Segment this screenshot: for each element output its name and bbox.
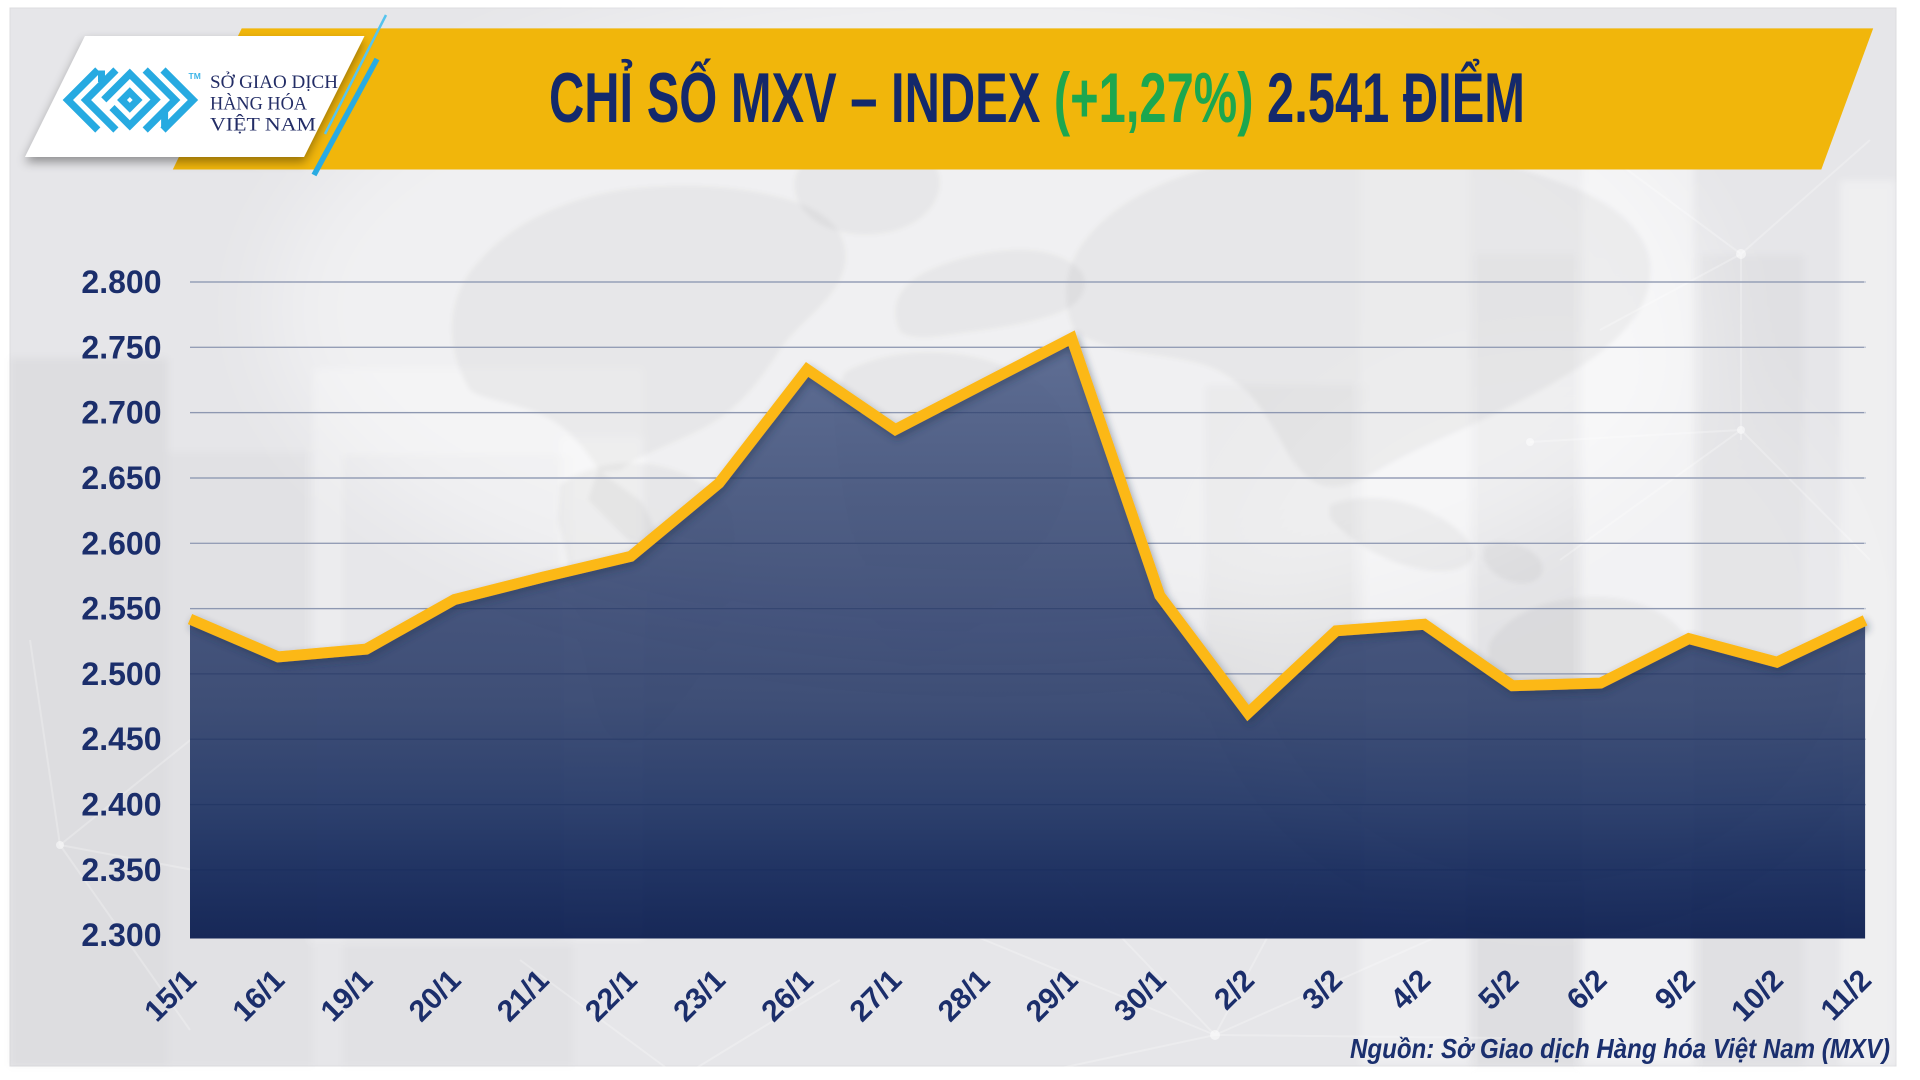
svg-text:2.600: 2.600 [81, 525, 161, 561]
svg-text:2.450: 2.450 [81, 721, 161, 757]
svg-text:HÀNG HÓA: HÀNG HÓA [210, 93, 307, 115]
svg-text:2.300: 2.300 [81, 917, 161, 953]
svg-text:2.500: 2.500 [81, 656, 161, 692]
svg-text:2.750: 2.750 [81, 329, 161, 365]
svg-text:2.700: 2.700 [81, 395, 161, 431]
svg-text:VIỆT NAM: VIỆT NAM [210, 114, 316, 136]
svg-text:Nguồn: Sở Giao dịch Hàng hóa V: Nguồn: Sở Giao dịch Hàng hóa Việt Nam (M… [1350, 1033, 1890, 1064]
svg-text:CHỈ SỐ MXV – INDEX (+1,27%) 2.: CHỈ SỐ MXV – INDEX (+1,27%) 2.541 ĐIỂM [549, 58, 1525, 137]
svg-text:TM: TM [189, 71, 201, 81]
svg-text:2.800: 2.800 [81, 264, 161, 300]
svg-text:2.350: 2.350 [81, 852, 161, 888]
svg-text:2.650: 2.650 [81, 460, 161, 496]
svg-text:2.400: 2.400 [81, 787, 161, 823]
svg-text:2.550: 2.550 [81, 591, 161, 627]
svg-text:SỞ GIAO DỊCH: SỞ GIAO DỊCH [210, 71, 338, 93]
